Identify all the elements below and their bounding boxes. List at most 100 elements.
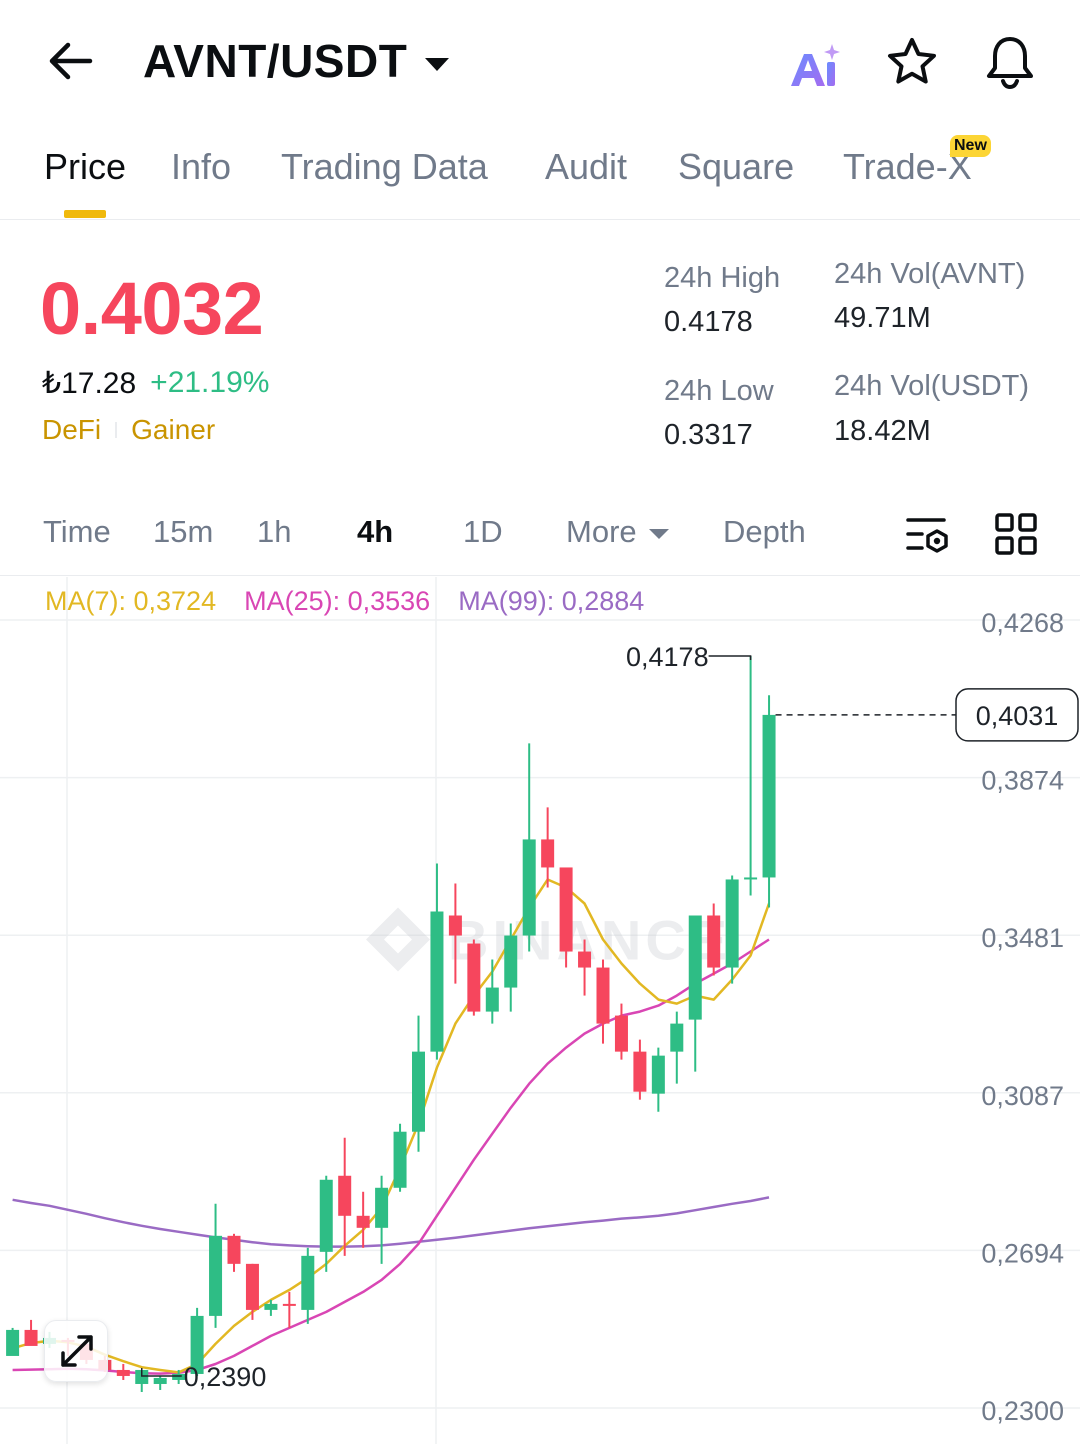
vol-quote-value: 18.42M (834, 415, 931, 447)
vol-base-value: 49.71M (834, 302, 931, 334)
fullscreen-button[interactable] (44, 1320, 108, 1382)
candle-body (707, 915, 721, 968)
interval-15m[interactable]: 15m (153, 514, 214, 549)
depth-tab[interactable]: Depth (723, 514, 806, 549)
candle-body (338, 1175, 352, 1216)
tag-gainer[interactable]: Gainer (131, 414, 216, 445)
candle-body (467, 943, 481, 1012)
ma-legend: MA(7): 0,3724 MA(25): 0,3536 MA(99): 0,2… (45, 586, 644, 617)
expand-icon (61, 1335, 93, 1367)
candle-body (412, 1051, 425, 1132)
price-chart[interactable]: 0,42680,38740,34810,30870,26940,2300BINA… (0, 577, 1080, 1444)
candle-body (153, 1377, 167, 1384)
candle-body (578, 951, 592, 968)
candle-body (172, 1373, 186, 1380)
fiat-price: ₺17.28 (42, 367, 137, 400)
interval-more[interactable]: More (566, 514, 669, 550)
candle-body (356, 1215, 370, 1228)
ai-icon[interactable] (788, 42, 844, 90)
current-price-label: 0,4031 (976, 701, 1059, 731)
top-bar: AVNT/USDT (0, 0, 1080, 120)
candle-body (264, 1303, 278, 1310)
pair-title: AVNT/USDT (143, 35, 408, 87)
more-label: More (566, 514, 637, 549)
low-label: 24h Low (664, 375, 774, 407)
candle-body (670, 1023, 684, 1052)
candle-body (375, 1187, 389, 1228)
pair-selector[interactable]: AVNT/USDT (143, 34, 450, 88)
high-marker-line (708, 655, 752, 661)
tab-audit[interactable]: Audit (545, 146, 628, 187)
candle-body (245, 1263, 259, 1310)
interval-time[interactable]: Time (43, 514, 111, 549)
candle-body (6, 1329, 20, 1356)
y-tick-label: 0,3874 (981, 766, 1064, 796)
candle-body (614, 1015, 628, 1052)
caret-down-icon (425, 57, 450, 71)
bell-icon[interactable] (982, 32, 1038, 90)
candle-body (448, 915, 462, 936)
tag-defi[interactable]: DeFi (42, 414, 102, 445)
vol-base-label: 24h Vol(AVNT) (834, 258, 1026, 290)
caret-down-icon (648, 528, 669, 539)
candle-body (541, 839, 555, 868)
ma25-line (12, 938, 770, 1375)
grid-layout-icon[interactable] (994, 512, 1038, 556)
interval-4h[interactable]: 4h (357, 514, 394, 549)
tab-trading-data[interactable]: Trading Data (281, 146, 488, 187)
star-icon[interactable] (884, 34, 940, 90)
y-tick-label: 0,2300 (981, 1396, 1064, 1426)
candle-body (24, 1329, 38, 1346)
chart-settings-icon[interactable] (904, 514, 952, 558)
tab-price[interactable]: Price (44, 146, 127, 187)
candle-body (522, 839, 536, 936)
ma99-line (12, 1196, 770, 1248)
candle-body (596, 967, 610, 1024)
price-subline: ₺17.28 +21.19% (42, 366, 269, 401)
interval-1h[interactable]: 1h (257, 514, 292, 549)
candle-body (725, 879, 739, 968)
candle-body (688, 915, 702, 1020)
tag-separator (115, 422, 118, 438)
candle-body (301, 1255, 315, 1310)
candle-body (209, 1235, 223, 1316)
interval-bar: Time 15m 1h 4h 1D More Depth (0, 500, 1080, 576)
ma25-label: MA(25): 0,3536 (244, 586, 431, 616)
candle-body (135, 1369, 149, 1384)
candle-body (430, 911, 444, 1052)
candle-body (485, 987, 499, 1012)
candle-body (744, 877, 758, 880)
high-marker-label: 0,4178 (626, 642, 709, 672)
vol-quote-label: 24h Vol(USDT) (834, 370, 1030, 402)
high-label: 24h High (664, 262, 781, 294)
candle-body (227, 1235, 241, 1264)
ma7-line (12, 878, 771, 1374)
low-marker-line (141, 1367, 182, 1377)
tag-list: DeFi Gainer (42, 414, 215, 446)
candle-body (559, 867, 573, 952)
ma99-label: MA(99): 0,2884 (458, 586, 645, 616)
candle-body (504, 935, 518, 988)
back-arrow-icon[interactable] (40, 36, 100, 86)
y-tick-label: 0,4268 (981, 608, 1064, 638)
tab-square[interactable]: Square (678, 146, 795, 187)
high-value: 0.4178 (664, 306, 753, 338)
tab-info[interactable]: Info (171, 146, 232, 187)
candle-body (762, 714, 776, 878)
candle-body (651, 1055, 665, 1094)
interval-1d[interactable]: 1D (463, 514, 503, 549)
new-badge: New (950, 135, 991, 157)
candle-body (319, 1179, 333, 1252)
last-price: 0.4032 (40, 267, 264, 350)
price-change: +21.19% (150, 366, 270, 399)
y-tick-label: 0,2694 (981, 1238, 1064, 1268)
active-tab-indicator (64, 210, 106, 218)
tab-bar: Price Info Trading Data Audit Square Tra… (0, 122, 1080, 220)
current-price-box (955, 688, 1079, 742)
y-tick-label: 0,3087 (981, 1081, 1064, 1111)
ma7-label: MA(7): 0,3724 (45, 586, 217, 616)
y-tick-label: 0,3481 (981, 923, 1064, 953)
binance-logo-icon (366, 907, 430, 972)
candle-body (633, 1051, 647, 1092)
candle-body (190, 1315, 204, 1374)
